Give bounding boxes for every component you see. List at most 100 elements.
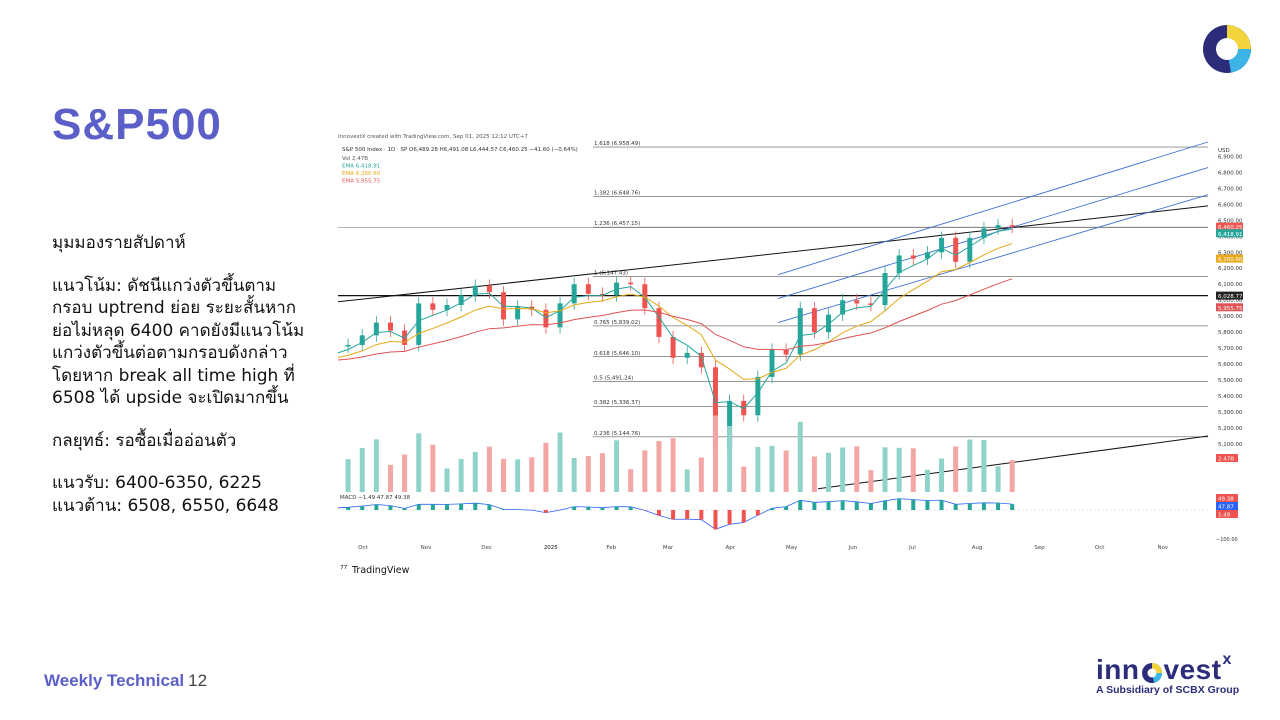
price-tag-label: 5,955.75: [1218, 306, 1243, 312]
volume-bar: [416, 433, 422, 492]
macd-histogram-bar: [501, 509, 506, 510]
volume-bar: [1009, 460, 1015, 492]
volume-bar: [727, 426, 733, 492]
page-number: 12: [188, 671, 208, 690]
candle-body: [599, 293, 605, 296]
footer-label: Weekly Technical 12: [44, 671, 207, 691]
lower-tag-box: [1216, 494, 1238, 502]
y-tick-label: 5,800.00: [1218, 330, 1243, 336]
macd-histogram-bar: [656, 510, 661, 516]
candle-body: [387, 322, 393, 331]
volume-bar: [953, 446, 959, 492]
lower-tag-label: 1.49: [1218, 513, 1231, 519]
macd-histogram-bar: [685, 510, 690, 520]
x-tick-label: Mar: [663, 545, 674, 551]
volume-bar: [628, 469, 634, 492]
chart-svg: InnovestX created with TradingView.com, …: [338, 130, 1243, 576]
x-tick-label: Jul: [908, 545, 916, 551]
page-title: S&P500: [52, 100, 222, 149]
macd-histogram-bar: [784, 506, 789, 510]
x-tick-label: Oct: [1095, 545, 1105, 551]
y-tick-label: 6,400.00: [1218, 234, 1243, 240]
volume-bar: [826, 452, 832, 492]
candle-body: [585, 284, 591, 294]
tradingview-watermark: TradingView: [351, 565, 410, 576]
candle-body: [727, 400, 733, 449]
chart-indicator-label: EMA 6,418.91: [342, 164, 380, 170]
candle-body: [628, 282, 634, 285]
candle-body: [416, 303, 422, 345]
y-tick-label: 6,700.00: [1218, 186, 1243, 192]
lower-tag-label: 49.38: [1218, 497, 1234, 503]
macd-histogram-bar: [996, 502, 1001, 510]
volume-bar: [981, 440, 987, 492]
volume-bar: [614, 440, 620, 492]
macd-histogram-bar: [699, 510, 704, 520]
candle-body: [472, 285, 478, 296]
volume-bar: [712, 415, 718, 492]
candle-body: [571, 284, 577, 304]
candle-body: [953, 237, 959, 262]
volume-bar: [882, 447, 888, 492]
macd-histogram-bar: [473, 503, 478, 510]
chart-indicator-label: EMA 5,955.75: [342, 179, 381, 185]
candle-body: [698, 352, 704, 368]
support-text: แนวรับ: 6400-6350, 6225: [52, 473, 262, 493]
lower-tag-box: [1216, 510, 1238, 518]
volume-bar: [642, 450, 648, 492]
macd-histogram-bar: [727, 510, 732, 525]
y-tick-label: 6,100.00: [1218, 282, 1243, 288]
volume-bar: [939, 458, 945, 492]
volume-bar: [755, 447, 761, 492]
macd-histogram-bar: [430, 504, 435, 510]
volume-bar: [444, 468, 450, 492]
macd-histogram-bar: [543, 510, 548, 513]
candle-body: [939, 237, 945, 253]
y-tick-label: 6,900.00: [1218, 154, 1243, 160]
trend-line-3: ย่อไม่หลุด 6400 คาดยังมีแนวโน้ม: [52, 320, 305, 341]
brand-o-icon: [1141, 659, 1163, 683]
volume-bar: [868, 470, 874, 492]
strategy-text: กลยุทธ์: รอซื้อเมื่ออ่อนตัว: [52, 430, 237, 451]
volume-bar: [684, 469, 690, 492]
volume-bar: [656, 441, 662, 492]
macd-histogram-bar: [953, 504, 958, 510]
macd-histogram-bar: [769, 508, 774, 510]
macd-histogram-bar: [826, 501, 831, 510]
brand-subtitle: A Subsidiary of SCBX Group: [1096, 684, 1240, 696]
x-tick-label: Oct: [358, 545, 368, 551]
candle-body: [826, 314, 832, 333]
volume-bar: [698, 457, 704, 492]
brand-x-mark: x: [1222, 651, 1232, 668]
volume-bar: [486, 446, 492, 492]
price-tag-box: [1216, 303, 1243, 312]
volume-bar: [783, 450, 789, 492]
candle-body: [868, 303, 874, 305]
commentary-panel: มุมมองรายสัปดาห์ แนวโน้ม: ดัชนีแกว่งตัวข…: [52, 232, 322, 517]
fib-level-label: 0.382 (5,336.37): [594, 400, 640, 406]
macd-histogram-bar: [1010, 504, 1015, 510]
lower-tag-label: 2.47B: [1218, 457, 1234, 463]
chart-indicator-label: Vol 2.47B: [342, 156, 368, 162]
macd-histogram-bar: [388, 505, 393, 510]
macd-histogram-bar: [897, 498, 902, 510]
fib-level-label: 1.382 (6,648.76): [594, 191, 640, 197]
volume-bar: [430, 444, 436, 492]
macd-histogram-bar: [586, 506, 591, 510]
y-tick-label: 5,200.00: [1218, 426, 1243, 432]
macd-histogram-bar: [628, 506, 633, 510]
volume-bar: [854, 446, 860, 492]
volume-bar: [741, 466, 747, 492]
macd-histogram-bar: [572, 506, 577, 510]
macd-histogram-bar: [346, 507, 351, 510]
resistance-text: แนวต้าน: 6508, 6550, 6648: [52, 495, 279, 516]
volume-bar: [811, 456, 817, 492]
y-tick-label: 6,600.00: [1218, 202, 1243, 208]
macd-histogram-bar: [798, 500, 803, 510]
y-tick-label: 6,800.00: [1218, 170, 1243, 176]
volume-bar: [373, 439, 379, 492]
ema-line: [338, 243, 1013, 380]
candle-body: [373, 322, 379, 336]
y-tick-label: 6,300.00: [1218, 250, 1243, 256]
candle-body: [1009, 225, 1015, 227]
